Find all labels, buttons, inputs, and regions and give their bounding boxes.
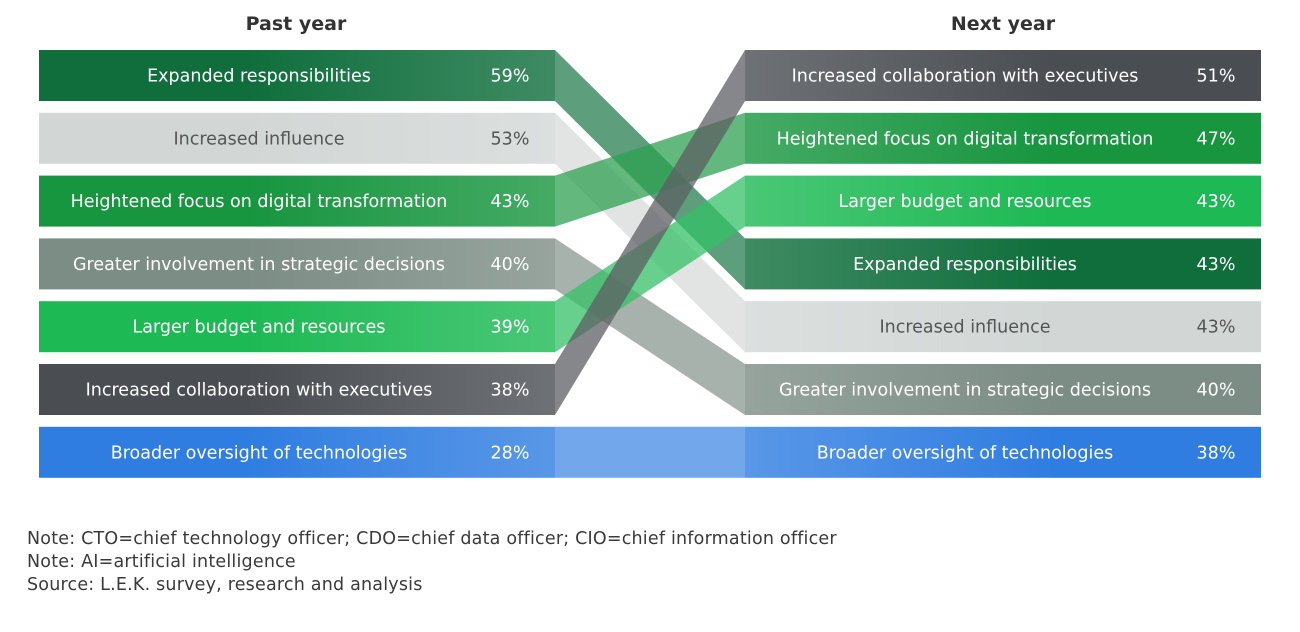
next-value: 51% <box>1197 67 1236 87</box>
next-value: 43% <box>1197 255 1236 275</box>
note-ai: Note: AI=artificial intelligence <box>27 552 296 572</box>
ribbon-5 <box>555 50 745 415</box>
notes: Note: CTO=chief technology officer; CDO=… <box>27 528 837 597</box>
next-bar <box>745 364 1261 415</box>
past-bar <box>39 175 555 227</box>
next-bar <box>745 301 1261 353</box>
past-bar <box>39 364 555 415</box>
past-bar <box>39 426 555 478</box>
next-label: Heightened focus on digital transformati… <box>777 129 1154 149</box>
past-bar <box>39 238 555 290</box>
past-bar <box>39 50 555 101</box>
next-label: Increased influence <box>879 318 1050 338</box>
next-value: 40% <box>1197 381 1236 401</box>
past-year-header: Past year <box>246 13 347 35</box>
next-bar <box>745 238 1261 290</box>
next-bar <box>745 175 1261 227</box>
past-label: Larger budget and resources <box>133 318 386 338</box>
past-label: Greater involvement in strategic decisio… <box>73 255 445 275</box>
past-label: Increased collaboration with executives <box>86 381 433 401</box>
note-abbreviations: Note: CTO=chief technology officer; CDO=… <box>27 529 837 549</box>
past-value: 38% <box>491 381 530 401</box>
past-value: 43% <box>491 192 530 212</box>
past-value: 53% <box>491 129 530 149</box>
slope-chart: Past year Next year Expanded responsibil… <box>39 13 1261 478</box>
source-note: Source: L.E.K. survey, research and anal… <box>27 575 423 595</box>
next-value: 38% <box>1197 443 1236 463</box>
past-bar <box>39 301 555 353</box>
next-label: Increased collaboration with executives <box>792 67 1139 87</box>
next-value: 47% <box>1197 129 1236 149</box>
past-label: Broader oversight of technologies <box>111 443 408 463</box>
past-bar <box>39 112 555 164</box>
next-value: 43% <box>1197 192 1236 212</box>
past-value: 59% <box>491 67 530 87</box>
past-label: Expanded responsibilities <box>147 67 371 87</box>
next-label: Greater involvement in strategic decisio… <box>779 381 1151 401</box>
next-bar <box>745 426 1261 478</box>
past-label: Increased influence <box>173 129 344 149</box>
past-value: 40% <box>491 255 530 275</box>
next-bar <box>745 112 1261 164</box>
next-year-header: Next year <box>951 13 1056 35</box>
next-label: Broader oversight of technologies <box>817 443 1114 463</box>
next-label: Larger budget and resources <box>839 192 1092 212</box>
next-label: Expanded responsibilities <box>853 255 1077 275</box>
ribbon-6 <box>555 426 745 478</box>
past-label: Heightened focus on digital transformati… <box>71 192 448 212</box>
past-value: 28% <box>491 443 530 463</box>
next-value: 43% <box>1197 318 1236 338</box>
next-bar <box>745 50 1261 101</box>
past-value: 39% <box>491 318 530 338</box>
